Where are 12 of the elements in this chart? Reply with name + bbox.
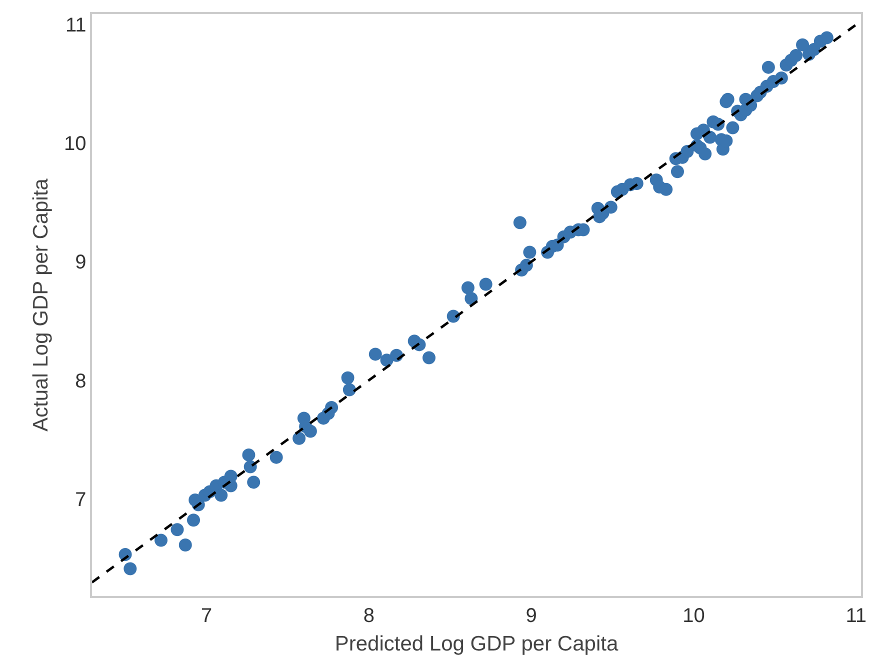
x-tick-label: 9 [526,604,537,627]
x-axis-title: Predicted Log GDP per Capita [334,632,618,656]
y-axis-title: Actual Log GDP per Capita [30,178,53,432]
x-tick-label: 10 [682,604,705,627]
x-tick-label: 8 [363,604,374,627]
x-tick-label: 11 [846,604,867,627]
y-tick-label: 10 [64,133,86,156]
y-tick-label: 7 [75,488,86,511]
y-tick-label: 8 [75,370,86,392]
y-tick-label: 11 [65,14,86,37]
x-tick-label: 7 [200,604,212,627]
y-tick-label: 9 [75,252,86,274]
